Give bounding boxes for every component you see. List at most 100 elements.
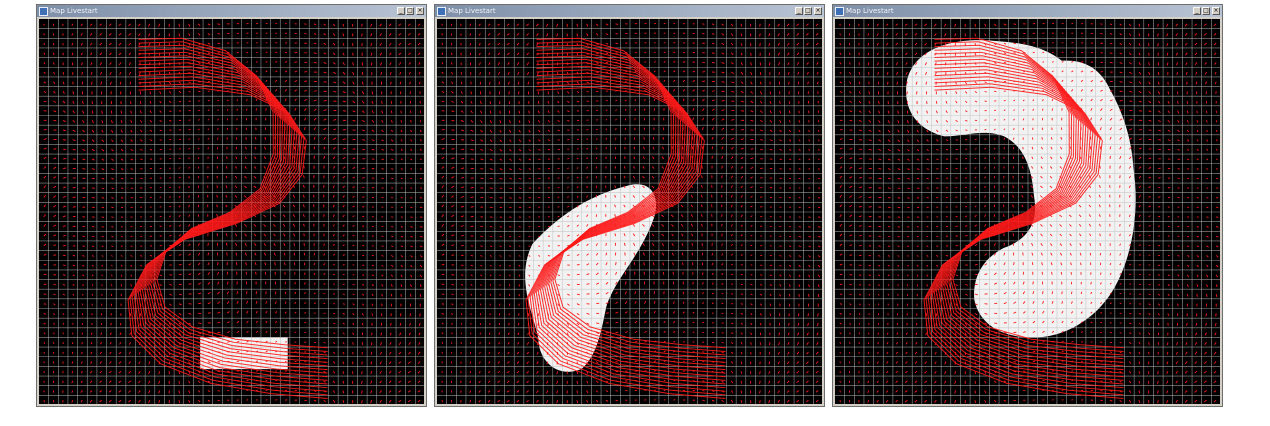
vector-arrow bbox=[614, 175, 616, 179]
vector-arrow bbox=[130, 148, 133, 152]
vector-arrow bbox=[207, 118, 210, 121]
title-bar[interactable]: Map Livestart _ □ × bbox=[37, 5, 426, 17]
close-icon[interactable]: × bbox=[814, 7, 822, 15]
vector-arrow bbox=[460, 205, 464, 208]
minimize-icon[interactable]: _ bbox=[795, 7, 803, 15]
vector-arrow bbox=[815, 42, 819, 46]
close-icon[interactable]: × bbox=[1212, 7, 1220, 15]
vector-arrow bbox=[1128, 194, 1131, 198]
vector-arrow bbox=[1049, 175, 1053, 179]
vector-arrow bbox=[605, 361, 609, 364]
vector-arrow bbox=[381, 100, 383, 104]
vector-arrow bbox=[740, 380, 743, 384]
map-window-2[interactable]: Map Livestart _ □ × bbox=[434, 4, 825, 407]
vector-arrow bbox=[839, 351, 842, 354]
vector-arrow bbox=[818, 187, 821, 189]
map-window-1[interactable]: Map Livestart _ □ × bbox=[36, 4, 427, 407]
close-icon[interactable]: × bbox=[416, 7, 424, 15]
vector-arrow bbox=[91, 293, 94, 296]
vector-arrow bbox=[1068, 214, 1072, 218]
vector-arrow bbox=[788, 139, 792, 142]
vector-arrow bbox=[418, 332, 421, 336]
vector-arrow bbox=[730, 175, 733, 179]
minimize-icon[interactable]: _ bbox=[397, 7, 405, 15]
vector-arrow bbox=[1167, 139, 1171, 142]
vector-arrow bbox=[557, 322, 559, 326]
vector-arrow bbox=[480, 158, 484, 161]
vector-arrow bbox=[1098, 184, 1101, 189]
vector-arrow bbox=[993, 138, 996, 140]
vector-arrow bbox=[1206, 264, 1209, 268]
vector-arrow bbox=[399, 71, 402, 75]
vector-arrow bbox=[623, 166, 626, 169]
vector-arrow bbox=[1059, 156, 1063, 160]
vector-arrow bbox=[120, 235, 123, 238]
vector-arrow bbox=[740, 264, 743, 266]
vector-arrow bbox=[304, 98, 307, 102]
vector-arrow bbox=[417, 390, 421, 393]
vector-arrow bbox=[225, 242, 228, 246]
vector-arrow bbox=[711, 302, 714, 305]
vector-arrow bbox=[945, 91, 947, 95]
vector-arrow bbox=[1213, 52, 1217, 56]
maximize-icon[interactable]: □ bbox=[406, 7, 414, 15]
vector-field-canvas[interactable] bbox=[39, 19, 424, 404]
vector-arrow bbox=[398, 351, 402, 355]
maximize-icon[interactable]: □ bbox=[1202, 7, 1210, 15]
map-window-3[interactable]: Map Livestart _ □ × bbox=[832, 4, 1223, 407]
vector-arrow bbox=[244, 166, 247, 169]
vector-arrow bbox=[661, 224, 665, 227]
vector-arrow bbox=[178, 380, 181, 384]
vector-arrow bbox=[207, 42, 211, 45]
vector-arrow bbox=[926, 120, 929, 124]
vector-arrow bbox=[89, 399, 93, 403]
vector-arrow bbox=[234, 195, 238, 198]
vector-arrow bbox=[370, 351, 373, 355]
vector-arrow bbox=[518, 264, 521, 267]
vector-arrow bbox=[323, 273, 326, 276]
vector-arrow bbox=[691, 252, 694, 256]
vector-arrow bbox=[586, 138, 589, 141]
vector-arrow bbox=[159, 91, 162, 95]
vector-arrow bbox=[806, 62, 809, 65]
maximize-icon[interactable]: □ bbox=[804, 7, 812, 15]
vector-arrow bbox=[284, 98, 287, 102]
vector-arrow bbox=[1195, 81, 1198, 85]
vector-arrow bbox=[90, 342, 93, 345]
title-bar[interactable]: Map Livestart _ □ × bbox=[435, 5, 824, 17]
vector-arrow bbox=[1196, 158, 1199, 161]
vector-arrow bbox=[528, 158, 532, 161]
vector-arrow bbox=[478, 52, 481, 56]
vector-arrow bbox=[750, 52, 752, 56]
vector-arrow bbox=[906, 91, 908, 95]
vector-arrow bbox=[441, 62, 444, 65]
minimize-icon[interactable]: _ bbox=[1193, 7, 1201, 15]
vector-field-canvas[interactable] bbox=[437, 19, 822, 404]
vector-field-canvas[interactable] bbox=[835, 19, 1220, 404]
vector-arrow bbox=[993, 23, 997, 27]
vector-arrow bbox=[148, 33, 151, 37]
vector-arrow bbox=[887, 158, 891, 161]
vector-arrow bbox=[518, 187, 522, 190]
vector-arrow bbox=[964, 100, 968, 103]
vector-arrow bbox=[303, 117, 307, 121]
vector-arrow bbox=[489, 245, 493, 248]
vector-arrow bbox=[480, 148, 484, 151]
vector-arrow bbox=[197, 176, 200, 179]
vector-arrow bbox=[99, 23, 103, 26]
vector-arrow bbox=[750, 283, 753, 286]
vector-arrow bbox=[868, 313, 870, 316]
vector-arrow bbox=[1040, 252, 1043, 256]
vector-arrow bbox=[974, 205, 977, 208]
vector-arrow bbox=[692, 282, 694, 285]
vector-arrow bbox=[323, 100, 327, 102]
vector-arrow bbox=[974, 176, 977, 179]
vector-arrow bbox=[489, 235, 493, 238]
vector-arrow bbox=[1186, 139, 1190, 142]
vector-arrow bbox=[730, 243, 733, 247]
vector-arrow bbox=[1175, 42, 1178, 46]
vector-arrow bbox=[332, 243, 335, 247]
title-bar[interactable]: Map Livestart _ □ × bbox=[833, 5, 1222, 17]
vector-arrow bbox=[1040, 166, 1043, 169]
vector-arrow bbox=[750, 225, 753, 227]
